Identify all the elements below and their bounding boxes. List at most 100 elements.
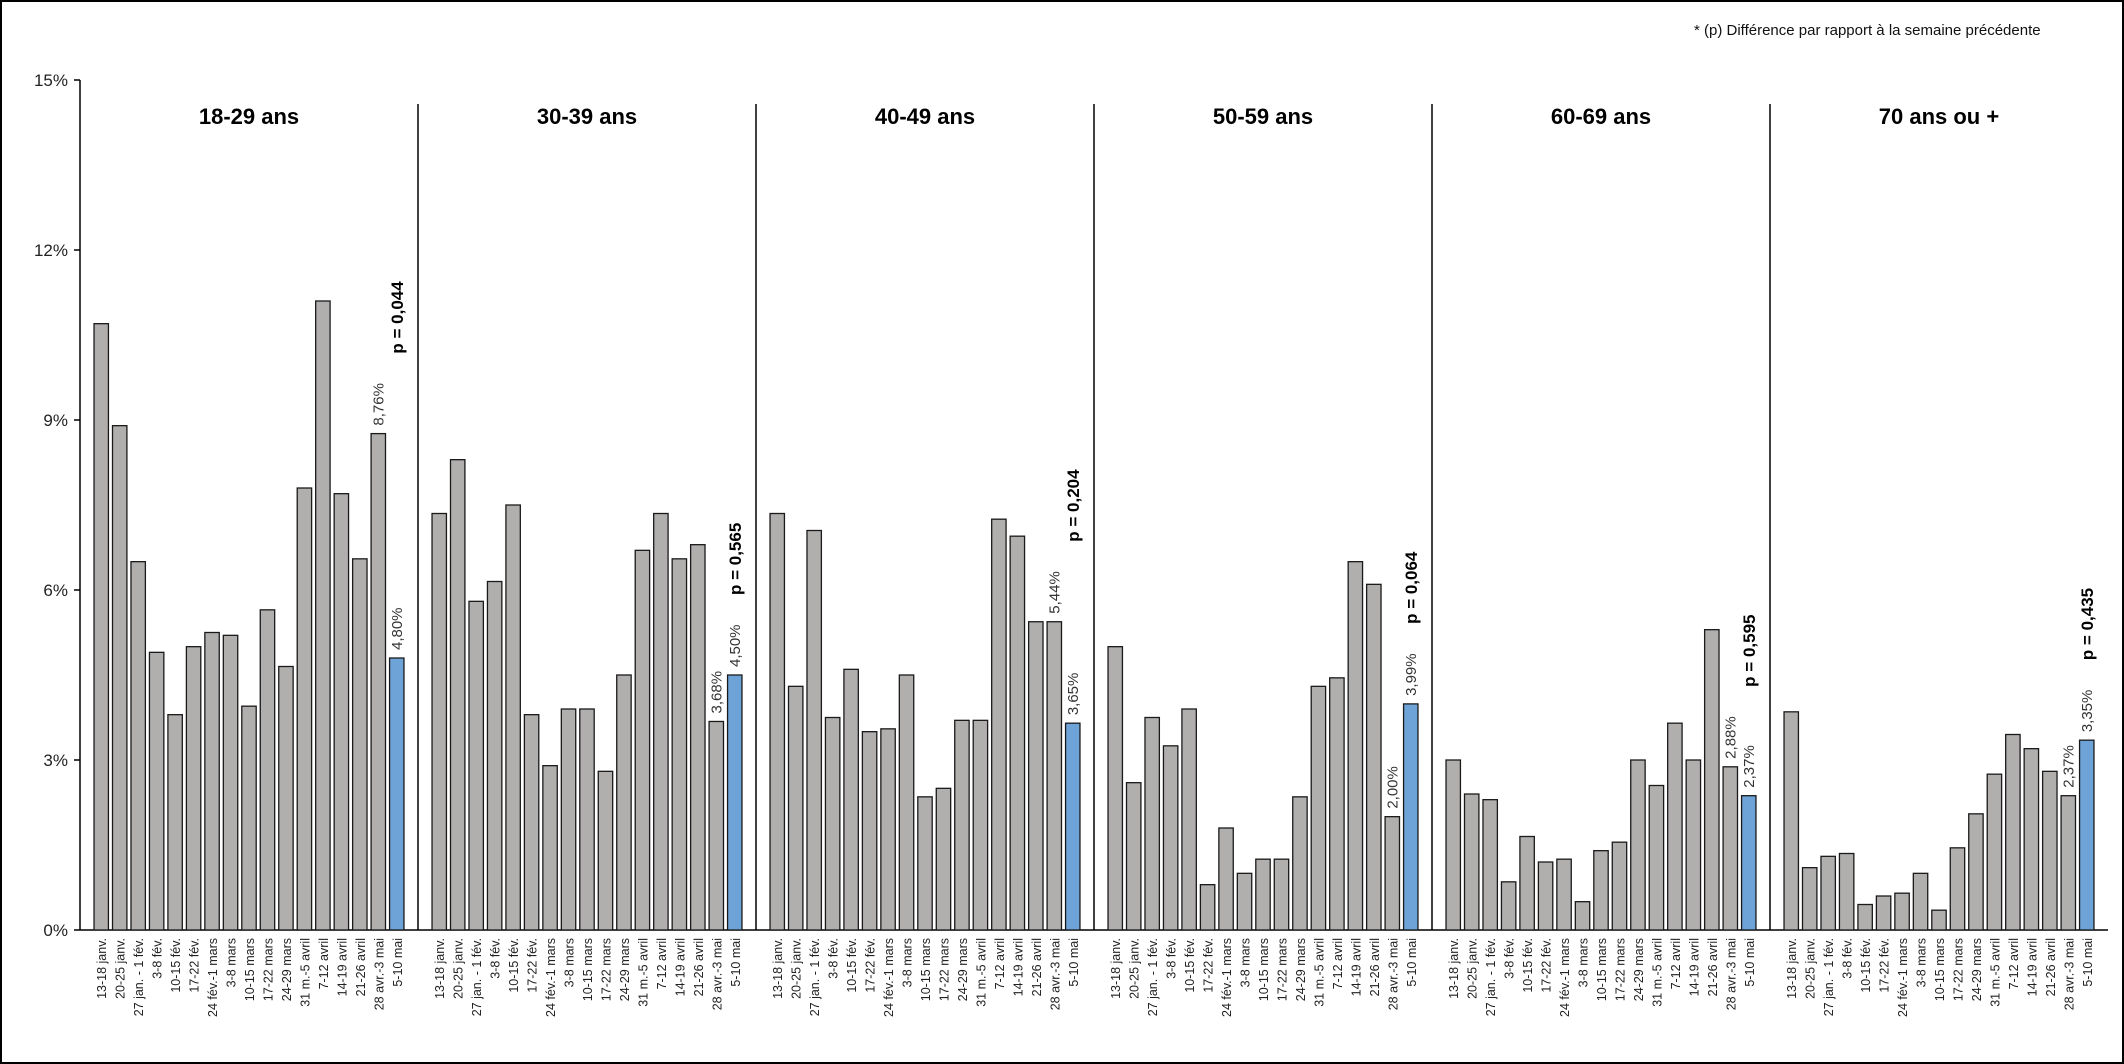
x-tick-label: 21-26 avril bbox=[354, 938, 368, 996]
x-tick-label: 3-8 mars bbox=[1239, 938, 1253, 987]
bar bbox=[1838, 852, 1855, 931]
data-label: 8,76% bbox=[370, 383, 387, 426]
bar bbox=[1107, 646, 1124, 931]
x-tick-label: 31 m.-5 avril bbox=[298, 938, 312, 1007]
x-tick-label: 21-26 avril bbox=[1706, 938, 1720, 996]
bar bbox=[1857, 903, 1873, 931]
x-tick-label: 10-15 mars bbox=[581, 938, 595, 1001]
bar bbox=[671, 558, 688, 931]
x-tick-label: 14-19 avril bbox=[1687, 938, 1701, 996]
x-tick-label: 3-8 fév. bbox=[827, 938, 841, 979]
x-tick-label: 28 avr.-3 mai bbox=[1724, 938, 1738, 1010]
bar bbox=[505, 504, 521, 931]
bar-highlight bbox=[388, 657, 405, 931]
bar bbox=[1310, 685, 1327, 931]
bar bbox=[222, 634, 239, 931]
bar bbox=[333, 493, 350, 931]
bar bbox=[1667, 722, 1683, 931]
x-tick-label: 17-22 fév. bbox=[526, 938, 540, 993]
bar bbox=[130, 561, 147, 931]
x-tick-label: 28 avr.-3 mai bbox=[372, 938, 386, 1010]
x-tick-label: 24 fév.-1 mars bbox=[1558, 938, 1572, 1017]
data-label: 4,80% bbox=[389, 607, 406, 650]
bar bbox=[259, 609, 276, 931]
data-label: 3,68% bbox=[708, 671, 725, 714]
panel-title: 70 ans ou + bbox=[1879, 104, 1999, 129]
bar bbox=[1365, 583, 1382, 931]
x-tick-label: 3-8 fév. bbox=[489, 938, 503, 979]
bar-highlight bbox=[726, 674, 743, 931]
bar bbox=[1931, 909, 1947, 931]
bar bbox=[1329, 677, 1345, 931]
bar bbox=[972, 719, 989, 931]
x-tick-label: 3-8 fév. bbox=[1841, 938, 1855, 979]
bar bbox=[689, 544, 706, 931]
x-tick-label: 17-22 fév. bbox=[864, 938, 878, 993]
x-tick-label: 13-18 janv. bbox=[771, 938, 785, 999]
x-tick-label: 31 m.-5 avril bbox=[636, 938, 650, 1007]
x-tick-label: 3-8 mars bbox=[563, 938, 577, 987]
bar bbox=[597, 770, 614, 931]
bar bbox=[1556, 858, 1572, 931]
x-tick-label: 13-18 janv. bbox=[433, 938, 447, 999]
x-tick-label: 3-8 mars bbox=[1915, 938, 1929, 987]
x-tick-label: 24 fév.-1 mars bbox=[1220, 938, 1234, 1017]
bar bbox=[2041, 770, 2058, 931]
bar bbox=[1722, 766, 1739, 931]
bar bbox=[1445, 759, 1462, 931]
x-tick-label: 10-15 fév. bbox=[1521, 938, 1535, 993]
bar bbox=[1703, 629, 1720, 931]
x-tick-label: 24-29 mars bbox=[280, 938, 294, 1001]
bar bbox=[167, 714, 183, 931]
data-label: 2,00% bbox=[1384, 766, 1401, 809]
bar bbox=[1255, 858, 1271, 931]
x-tick-label: 21-26 avril bbox=[692, 938, 706, 996]
panel-title: 18-29 ans bbox=[199, 104, 299, 129]
x-tick-label: 13-18 janv. bbox=[1447, 938, 1461, 999]
x-tick-label: 10-15 fév. bbox=[507, 938, 521, 993]
x-tick-label: 20-25 janv. bbox=[790, 938, 804, 999]
bar bbox=[1384, 816, 1401, 931]
x-tick-label: 13-18 janv. bbox=[95, 938, 109, 999]
x-tick-label: 10-15 fév. bbox=[1183, 938, 1197, 993]
x-tick-label: 7-12 avril bbox=[655, 938, 669, 989]
bar bbox=[1144, 716, 1161, 931]
x-tick-label: 5-10 mai bbox=[1067, 938, 1081, 987]
p-value-label: p = 0,595 bbox=[1740, 614, 1759, 686]
x-tick-label: 24 fév.-1 mars bbox=[882, 938, 896, 1017]
p-value-label: p = 0,044 bbox=[388, 281, 407, 354]
x-tick-label: 17-22 mars bbox=[261, 938, 275, 1001]
bar bbox=[93, 323, 110, 931]
x-tick-label: 24 fév.-1 mars bbox=[544, 938, 558, 1017]
x-tick-label: 10-15 mars bbox=[243, 938, 257, 1001]
y-tick-label: 12% bbox=[34, 241, 68, 260]
x-tick-label: 3-8 fév. bbox=[1165, 938, 1179, 979]
x-tick-label: 27 jan. - 1 fév. bbox=[1822, 938, 1836, 1016]
bar bbox=[2005, 733, 2021, 931]
x-tick-label: 7-12 avril bbox=[2007, 938, 2021, 989]
bar bbox=[1347, 561, 1364, 931]
x-tick-label: 14-19 avril bbox=[2025, 938, 2039, 996]
x-tick-label: 5-10 mai bbox=[1743, 938, 1757, 987]
bar bbox=[991, 518, 1007, 931]
x-tick-label: 3-8 fév. bbox=[151, 938, 165, 979]
x-tick-label: 3-8 mars bbox=[225, 938, 239, 987]
bar bbox=[1482, 799, 1499, 931]
x-tick-label: 17-22 fév. bbox=[188, 938, 202, 993]
bar bbox=[1125, 782, 1142, 931]
x-tick-label: 14-19 avril bbox=[1349, 938, 1363, 996]
bar bbox=[1519, 835, 1535, 931]
bar bbox=[653, 512, 669, 931]
x-tick-label: 14-19 avril bbox=[335, 938, 349, 996]
x-tick-label: 13-18 janv. bbox=[1109, 938, 1123, 999]
x-tick-label: 27 jan. - 1 fév. bbox=[470, 938, 484, 1016]
x-tick-label: 5-10 mai bbox=[2081, 938, 2095, 987]
bar bbox=[1968, 813, 1984, 931]
bar bbox=[1648, 784, 1665, 931]
bar bbox=[1046, 621, 1063, 931]
bar bbox=[616, 674, 632, 931]
x-tick-label: 20-25 janv. bbox=[1466, 938, 1480, 999]
x-tick-label: 17-22 mars bbox=[937, 938, 951, 1001]
bar bbox=[880, 728, 896, 931]
